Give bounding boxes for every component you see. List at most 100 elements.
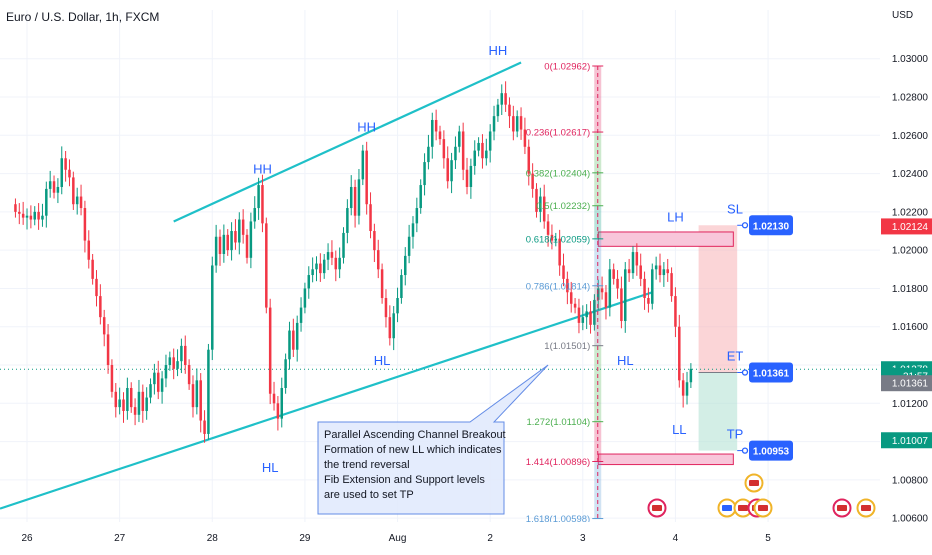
candle-body [141,391,145,411]
candle-body [114,391,118,408]
candle-body [99,296,102,318]
note-line: are used to set TP [324,489,414,501]
date-tick-label: 2 [487,533,493,544]
candle-body [133,407,137,415]
candle-body [25,215,29,218]
candle-body [558,238,561,266]
candle-body [268,307,272,394]
candle-body [303,288,307,308]
candle-body [284,359,287,388]
candle-body [118,399,121,408]
candle-body [214,236,218,266]
price-tick-label: 1.02000 [892,246,929,257]
candle-body [319,263,322,274]
candle-body [75,196,79,205]
candle-body [56,186,60,193]
candle-body [469,165,473,187]
candle-body [438,131,442,140]
tag-value-box [749,362,793,383]
candle-body [365,150,368,205]
candle-body [311,269,314,276]
fib-extension: 0(1.02962) 0.236(1.02617) 0.382(1.02404) 0.… [526,61,604,525]
candle-body [353,186,357,216]
channel-lines [0,61,653,510]
tag-value-box [749,215,793,236]
fib-band [594,421,602,462]
candle-body [651,269,654,304]
candle-body [126,387,129,411]
candle-body [14,204,17,212]
candle-body [450,160,453,182]
candle-body [184,345,187,366]
candle-body [307,275,311,289]
candle-body [253,208,256,222]
candle-body [508,104,511,117]
candle-body [102,317,106,335]
candle-body [238,219,241,243]
candle-body [342,232,345,258]
candle-body [106,334,110,366]
candle-body [481,142,484,159]
candle-body [585,311,588,318]
candle-body [168,357,172,366]
wave-label: HL [374,353,391,368]
candle-body [434,119,438,132]
fib-band [594,285,602,346]
candle-body [176,361,179,369]
candle-body [674,296,677,327]
candle-body [388,317,392,339]
event-flag-icon-fill [758,505,768,511]
price-tick-label: 1.01200 [892,399,929,410]
tag-anchor-dot [741,447,749,454]
candle-body [527,146,531,174]
candle-body [577,307,581,323]
candle-body [172,357,175,369]
candle-body [288,330,291,360]
fib-level-label: 1(1.01501) [544,341,590,352]
tag-value: 1.02130 [753,221,790,232]
candle-body [95,278,98,297]
candle-body [373,231,376,251]
price-tick-label: 1.00800 [892,475,929,486]
candle-body [454,146,457,161]
candle-body [265,223,268,308]
candle-body [407,236,411,256]
candle-body [122,399,125,411]
time-axis[interactable]: 26 27 28 29 Aug 2 3 4 5 [0,522,932,550]
date-tick-label: 28 [207,533,219,544]
candle-body [64,158,67,170]
candle-body [566,278,569,293]
candle-body [596,288,600,300]
candle-body [37,211,40,220]
price-tick-label: 1.03000 [892,54,929,65]
candle-body [276,403,280,419]
candle-body [156,372,160,392]
candle-body [419,185,422,209]
candle-body [535,188,538,212]
candle-body [681,380,685,396]
candle-body [322,259,326,274]
wave-label: HH [357,119,376,134]
candle-body [627,269,631,274]
fib-level-label: 1.272(1.01104) [526,417,590,428]
candle-body [137,391,141,415]
fib-level-label: 0.786(1.01814) [526,281,590,292]
note-line: Parallel Ascending Channel Breakout [324,429,506,441]
candle-body [160,378,164,392]
candle-body [546,221,550,235]
candle-body [110,365,114,392]
candle-body [361,150,365,180]
candle-body [295,322,299,350]
candle-body [554,238,558,241]
tag-anchor-dot [741,369,749,376]
candle-body [531,173,534,189]
price-axis[interactable]: 1.03000 1.02800 1.02600 1.02400 1.02200 1.020… [880,0,932,550]
candle-body [241,219,245,235]
stop-loss-zone [698,225,738,373]
candle-body [326,252,330,260]
candle-body [589,311,592,325]
fib-level-label: 0(1.02962) [544,61,590,72]
event-flag-icon-fill [861,505,871,511]
